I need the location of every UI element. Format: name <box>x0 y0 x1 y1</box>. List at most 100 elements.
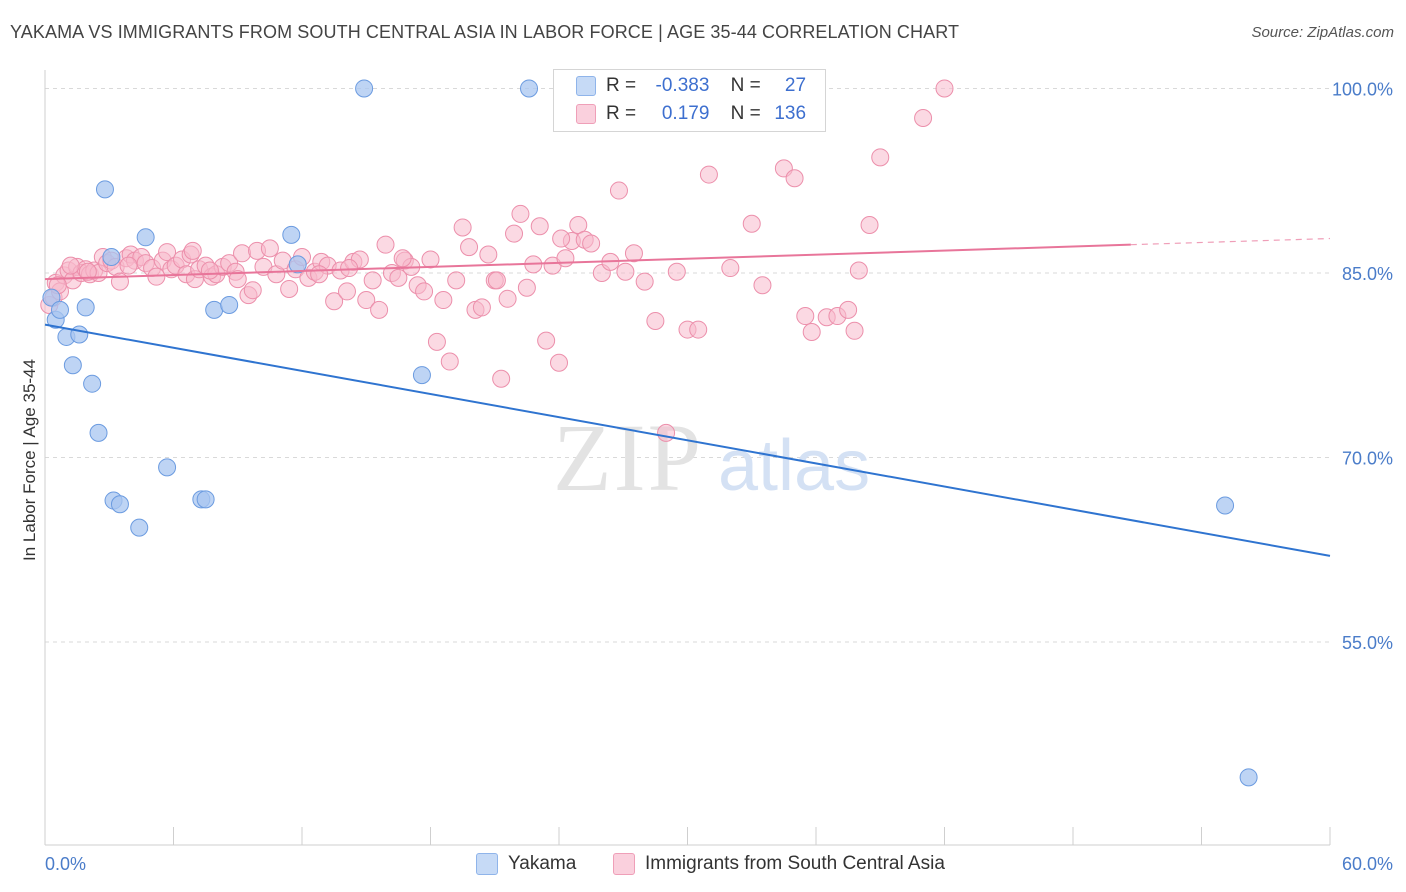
immigrants-point <box>376 235 395 254</box>
immigrants-point <box>530 217 549 236</box>
trend-lines <box>44 237 1331 557</box>
yakama-point <box>205 300 224 319</box>
immigrants-point <box>337 282 356 301</box>
immigrants-point <box>200 261 219 280</box>
immigrants-point <box>582 234 601 253</box>
immigrants-point <box>479 245 498 264</box>
immigrants-point <box>325 292 344 311</box>
immigrants-point <box>845 321 864 340</box>
tick-labels: 55.0% 70.0% 85.0% 100.0% 0.0% 60.0% <box>45 79 1393 874</box>
legend-row-yakama: R = -0.383 N = 27 <box>576 72 806 100</box>
immigrants-point <box>609 181 628 200</box>
legend-n-value-immigrants: 136 <box>774 103 807 124</box>
y-tick-label: 85.0% <box>1342 264 1393 284</box>
immigrants-point <box>498 289 517 308</box>
legend-item-immigrants: Immigrants from South Central Asia <box>613 851 945 877</box>
gridlines <box>45 87 1330 643</box>
immigrants-point <box>935 79 954 98</box>
immigrants-point <box>860 216 879 234</box>
immigrants-point <box>624 244 643 263</box>
immigrants-point <box>280 279 299 298</box>
yakama-point <box>136 228 155 247</box>
immigrants-point <box>689 320 708 339</box>
immigrants-trend-extension <box>1130 237 1331 246</box>
series-yakama-points <box>42 79 1258 787</box>
immigrants-point <box>839 300 858 319</box>
correlation-legend: R = -0.383 N = 27 R = 0.179 N = 136 <box>553 69 826 132</box>
x-tick-label: 0.0% <box>45 854 86 874</box>
immigrants-point <box>447 271 466 290</box>
yakama-point <box>102 247 121 266</box>
legend-r-label: R = <box>606 103 637 124</box>
yakama-point <box>95 180 114 199</box>
immigrants-point <box>742 214 761 233</box>
immigrants-point <box>802 323 821 342</box>
axes <box>44 70 1331 846</box>
yakama-point <box>412 366 431 385</box>
immigrants-point <box>849 261 868 280</box>
immigrants-trend-line <box>44 243 1131 281</box>
immigrants-point <box>517 278 536 297</box>
immigrants-point <box>635 272 654 291</box>
immigrants-point <box>537 331 556 350</box>
yakama-point <box>282 225 301 244</box>
immigrants-point <box>310 265 329 284</box>
yakama-point <box>1216 496 1235 515</box>
yakama-point <box>70 325 89 344</box>
immigrants-point <box>453 218 472 237</box>
yakama-point <box>110 495 129 514</box>
legend-swatch-yakama <box>476 852 498 875</box>
chart-title: YAKAMA VS IMMIGRANTS FROM SOUTH CENTRAL … <box>10 22 960 42</box>
immigrants-point <box>370 300 389 319</box>
legend-n-value-yakama: 27 <box>784 75 807 96</box>
immigrants-point <box>158 243 177 262</box>
immigrants-point <box>657 423 676 442</box>
y-tick-label: 100.0% <box>1332 79 1393 99</box>
yakama-point <box>220 295 239 314</box>
yakama-point <box>355 79 374 98</box>
y-axis-label: In Labor Force | Age 35-44 <box>20 359 39 561</box>
immigrants-point <box>357 291 376 310</box>
x-tick-label: 60.0% <box>1342 854 1393 874</box>
legend-item-yakama: Yakama <box>476 851 576 877</box>
legend-n-label: N = <box>730 103 761 124</box>
yakama-point <box>288 255 307 274</box>
watermark: ZIP atlas <box>553 404 870 511</box>
yakama-point <box>158 458 177 477</box>
immigrants-point <box>427 332 446 351</box>
immigrants-point <box>616 262 635 281</box>
immigrants-point <box>796 307 815 326</box>
yakama-trend-line <box>44 323 1331 557</box>
immigrants-point <box>393 249 412 268</box>
legend-swatch-immigrants <box>576 103 596 124</box>
immigrants-point <box>460 238 479 257</box>
immigrants-point <box>785 169 804 188</box>
yakama-point <box>63 356 82 375</box>
immigrants-point <box>363 271 382 290</box>
legend-label-immigrants: Immigrants from South Central Asia <box>645 853 945 874</box>
immigrants-point <box>721 259 740 278</box>
immigrants-point <box>260 239 279 258</box>
legend-n-label: N = <box>730 75 761 96</box>
immigrants-point <box>415 282 434 301</box>
yakama-point <box>76 298 95 317</box>
yakama-point <box>50 300 69 319</box>
yakama-point <box>520 79 539 98</box>
immigrants-point <box>61 256 80 275</box>
immigrants-point <box>434 291 453 310</box>
immigrants-point <box>667 262 686 281</box>
source-label: Source: ZipAtlas.com <box>1251 24 1394 41</box>
immigrants-point <box>505 224 524 243</box>
immigrants-point <box>511 204 530 223</box>
immigrants-point <box>699 165 718 184</box>
yakama-point <box>42 288 61 307</box>
immigrants-point <box>914 108 933 127</box>
y-tick-label: 55.0% <box>1342 633 1393 653</box>
yakama-point <box>83 374 102 393</box>
immigrants-point <box>440 352 459 371</box>
immigrants-point <box>487 271 506 290</box>
legend-swatch-yakama <box>576 75 596 96</box>
immigrants-point <box>183 241 202 260</box>
immigrants-point <box>753 276 772 295</box>
